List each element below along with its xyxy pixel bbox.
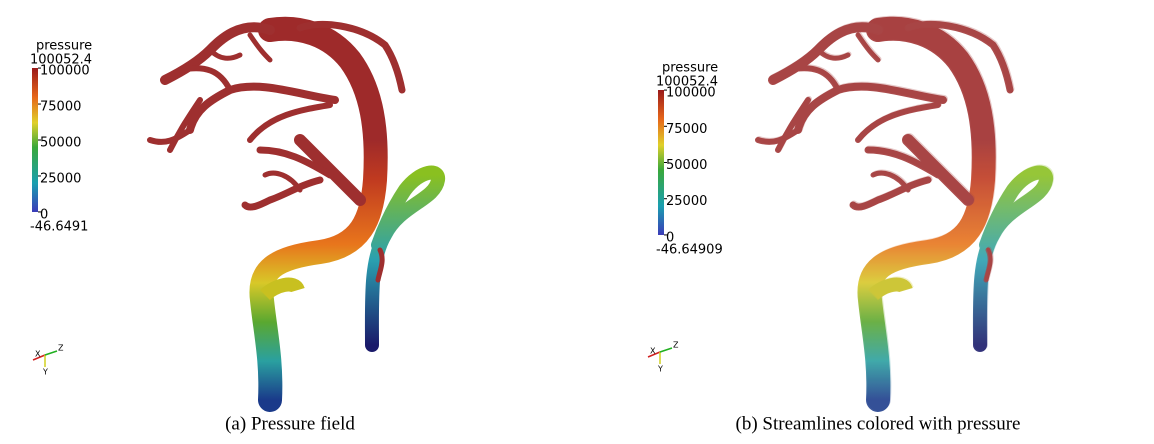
colorbar [32, 68, 38, 212]
colorbar-tick-label: 75000 [666, 122, 707, 137]
colorbar-tick-label: 100000 [40, 64, 90, 79]
colorbar-tick-label: 25000 [40, 171, 81, 186]
panel-b [758, 23, 1047, 400]
axis-z [44, 350, 58, 356]
colorbar-tick-label: 0 [40, 207, 48, 222]
axis-label: Y [657, 365, 663, 374]
vessel-render [150, 24, 438, 400]
colorbar-title: pressure [662, 61, 718, 76]
colorbar-min: -46.6491 [30, 220, 88, 235]
colorbar-tick-label: 0 [666, 230, 674, 245]
colorbar-max: 100052.4 [30, 53, 92, 68]
caption: (b) Streamlines colored with pressure [736, 413, 1021, 434]
axis-label: Z [673, 341, 679, 350]
colorbar-min: -46.64909 [656, 243, 723, 258]
caption: (a) Pressure field [225, 413, 355, 434]
axis-label: X [35, 350, 41, 359]
colorbar-tick-label: 50000 [666, 158, 707, 173]
colorbar-tick-label: 75000 [40, 100, 81, 115]
colorbar-title: pressure [36, 39, 92, 54]
vessel-wireframe [759, 23, 1047, 399]
axis-x [32, 354, 46, 361]
panel-a [150, 24, 438, 400]
colorbar-max: 100052.4 [656, 75, 718, 90]
axis-x [647, 351, 661, 358]
axis-z [659, 347, 673, 353]
axis-label: X [650, 347, 656, 356]
axis-label: Y [42, 368, 48, 377]
axis-label: Z [58, 344, 64, 353]
colorbar-tick-label: 25000 [666, 194, 707, 209]
overlay: pressure100052.41000007500050000250000-4… [30, 39, 723, 377]
colorbar [658, 90, 664, 235]
colorbar-tick-label: 100000 [666, 86, 716, 101]
colorbar-tick-label: 50000 [40, 136, 81, 151]
